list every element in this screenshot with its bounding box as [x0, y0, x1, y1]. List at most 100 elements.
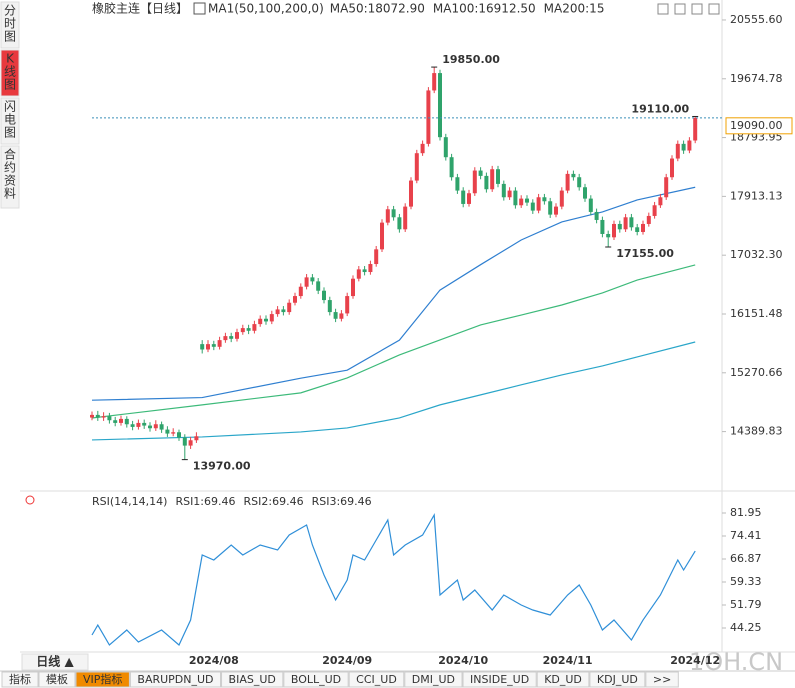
candle	[443, 133, 448, 161]
sidebar-char: 电	[4, 113, 16, 127]
candle	[658, 193, 663, 208]
legend-entry: RSI2:69.46	[244, 495, 304, 508]
candle	[507, 187, 512, 200]
candle-body	[90, 414, 94, 418]
sidebar-char: 时	[4, 17, 16, 31]
candle	[490, 165, 495, 192]
candle-body	[316, 281, 321, 291]
sidebar-tab[interactable]	[0, 97, 20, 145]
icon[interactable]	[708, 3, 720, 15]
candle	[681, 140, 686, 154]
candle-body	[525, 198, 529, 203]
footer-tab[interactable]	[645, 671, 679, 688]
x-tick-label: 2024/11	[543, 654, 593, 667]
sidebar-char: 料	[4, 187, 16, 201]
candle-body	[345, 296, 350, 314]
candle-body	[351, 278, 355, 297]
legend-entry: RSI3:69.46	[312, 495, 372, 508]
symbol: 橡胶主连	[92, 1, 140, 16]
footer-tab[interactable]	[404, 671, 463, 688]
candle	[177, 429, 181, 441]
ma-line	[91, 264, 696, 419]
footer-tab-label: KD_UD	[544, 673, 582, 686]
candle	[664, 173, 669, 200]
footer-tab[interactable]	[1, 671, 39, 688]
footer-tab[interactable]	[536, 671, 590, 688]
sidebar-tab[interactable]	[0, 49, 20, 97]
period-button[interactable]	[21, 653, 89, 671]
candle-body	[472, 170, 477, 194]
candle	[333, 308, 338, 323]
candle	[670, 155, 674, 180]
sidebar-tab[interactable]	[0, 145, 20, 209]
candle-body	[159, 424, 164, 430]
candle-body	[142, 422, 147, 426]
footer-tab[interactable]	[589, 671, 646, 688]
y-tick-label: 16151.48	[730, 307, 783, 320]
y-tick-label: 17913.13	[730, 189, 783, 202]
candle-body	[658, 197, 663, 206]
candle-body	[652, 205, 657, 216]
candle	[449, 153, 454, 181]
candle	[304, 274, 309, 290]
footer-tab-label: INSIDE_UD	[470, 673, 529, 686]
candle	[617, 220, 622, 233]
footer-tab-label: 模板	[46, 672, 68, 686]
candle-body	[211, 344, 216, 347]
candle-body	[432, 73, 437, 91]
candle-body	[554, 206, 558, 215]
candle	[380, 219, 384, 253]
settings-icon[interactable]	[25, 495, 35, 505]
sidebar-tab[interactable]	[0, 1, 20, 49]
footer-tab[interactable]	[129, 671, 222, 688]
candle-body	[635, 227, 640, 232]
candle	[675, 140, 680, 162]
candle	[269, 310, 274, 325]
footer-tab[interactable]	[283, 671, 349, 688]
candle-body	[188, 440, 193, 446]
candle	[496, 165, 500, 188]
candle	[409, 177, 413, 210]
icon[interactable]	[674, 3, 686, 15]
footer-tab[interactable]	[38, 671, 76, 688]
candle	[623, 213, 628, 232]
candle-body	[629, 217, 634, 228]
candle-body	[617, 223, 622, 230]
candle	[298, 283, 303, 299]
candle	[153, 420, 158, 431]
candle	[438, 69, 442, 141]
candle	[693, 116, 698, 144]
candle	[612, 220, 616, 240]
candle	[652, 201, 657, 219]
candle	[264, 315, 268, 325]
candle-body	[304, 277, 309, 287]
indicator-icon[interactable]	[193, 2, 206, 15]
legend-entry: RSI1:69.46	[175, 495, 235, 508]
candle	[559, 187, 564, 210]
legend-entry: MA100:16912.50	[433, 2, 536, 16]
footer-tab[interactable]	[75, 671, 130, 688]
candle-body	[281, 309, 286, 313]
candle	[513, 187, 518, 209]
candle	[211, 340, 216, 351]
candle-body	[623, 217, 628, 230]
icon[interactable]	[657, 3, 669, 15]
candle-body	[577, 177, 582, 188]
footer-tab[interactable]	[348, 671, 405, 688]
candle-body	[200, 344, 205, 350]
candle	[136, 419, 141, 430]
candle-body	[113, 420, 118, 423]
footer-tab[interactable]	[462, 671, 537, 688]
footer-tab[interactable]	[221, 671, 284, 688]
icon[interactable]	[691, 3, 703, 15]
candle	[194, 432, 199, 443]
candle-body	[501, 183, 506, 198]
candle-body	[438, 73, 442, 138]
candle	[687, 137, 692, 154]
top-icons	[657, 3, 720, 15]
candle	[351, 275, 355, 299]
candle	[472, 167, 477, 196]
candle-body	[136, 422, 141, 427]
y-tick-label: 14389.83	[730, 425, 783, 438]
